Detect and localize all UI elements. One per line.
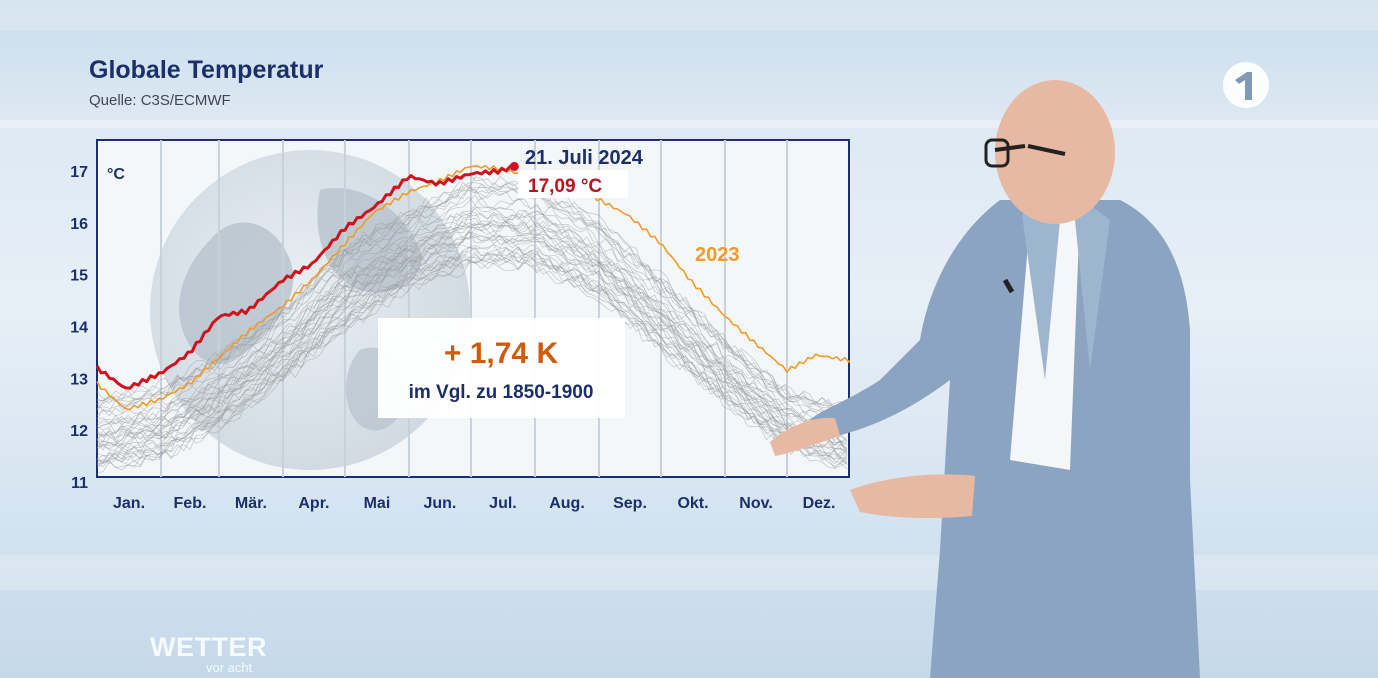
historical-year-line xyxy=(96,238,848,457)
x-tick-label: Okt. xyxy=(677,495,708,512)
temperature-chart: 11 12 13 14 15 16 17 Jan. Feb. Mär. Apr. Mai Jun. Ju… xyxy=(70,139,850,512)
x-tick-label: Jan. xyxy=(113,495,145,512)
callout-date: 21. Juli 2024 xyxy=(525,147,644,169)
anomaly-box: + 1,74 K im Vgl. zu 1850-1900 xyxy=(378,318,625,418)
historical-year-line xyxy=(96,204,847,427)
x-tick-label: Mär. xyxy=(235,495,267,512)
x-tick-label: Jul. xyxy=(489,495,517,512)
latest-value-point xyxy=(509,161,519,171)
y-tick-label: 16 xyxy=(70,216,88,233)
x-tick-label: Aug. xyxy=(549,495,585,512)
chart-title: Globale Temperatur xyxy=(89,56,324,84)
y-tick-label: 14 xyxy=(70,320,88,337)
x-axis-ticks: Jan. Feb. Mär. Apr. Mai Jun. Jul. Aug. Sep. Okt. N… xyxy=(113,495,835,512)
historical-year-line xyxy=(96,196,848,430)
chart-source: Quelle: C3S/ECMWF xyxy=(89,92,231,109)
anomaly-caption: im Vgl. zu 1850-1900 xyxy=(409,382,594,403)
x-tick-label: Apr. xyxy=(298,495,329,512)
y-axis-ticks: 11 12 13 14 15 16 17 xyxy=(70,164,88,492)
background-band xyxy=(0,120,1378,128)
historical-year-line xyxy=(96,222,847,445)
historical-year-line xyxy=(96,184,848,415)
historical-year-line xyxy=(96,207,847,433)
y-tick-label: 13 xyxy=(70,371,88,388)
x-tick-label: Sep. xyxy=(613,495,647,512)
historical-year-line xyxy=(96,251,848,466)
anomaly-value: + 1,74 K xyxy=(444,337,559,370)
historical-year-line xyxy=(96,227,848,450)
historical-year-line xyxy=(96,250,848,464)
historical-year-line xyxy=(96,220,848,444)
show-name: WETTER xyxy=(150,632,267,662)
x-tick-label: Jun. xyxy=(423,495,456,512)
historical-year-line xyxy=(96,209,848,436)
background-band xyxy=(0,0,1378,30)
historical-year-line xyxy=(96,230,848,453)
y-tick-label: 11 xyxy=(71,475,88,492)
historical-year-line xyxy=(96,183,848,413)
latest-value-callout: 21. Juli 2024 17,09 °C xyxy=(518,147,644,198)
historical-year-line xyxy=(96,250,848,465)
series-2023-label: 2023 xyxy=(695,244,740,266)
series-lines xyxy=(95,161,850,411)
series-2024-line xyxy=(95,164,516,390)
x-tick-label: Mai xyxy=(364,495,391,512)
x-tick-label: Nov. xyxy=(739,495,772,512)
ard-one-logo-icon xyxy=(1223,62,1269,108)
y-tick-label: 12 xyxy=(70,423,88,440)
callout-value: 17,09 °C xyxy=(528,176,602,197)
x-tick-label: Dez. xyxy=(803,495,836,512)
presenter-figure xyxy=(770,80,1200,678)
x-tick-label: Feb. xyxy=(174,495,207,512)
historical-series-band xyxy=(96,173,848,474)
historical-year-line xyxy=(96,173,847,409)
historical-year-line xyxy=(96,187,847,417)
y-axis-unit: °C xyxy=(107,166,125,183)
show-subtitle: vor acht xyxy=(206,660,253,675)
historical-year-line xyxy=(96,216,848,442)
show-logo: WETTER vor acht xyxy=(150,632,267,675)
series-2023-line xyxy=(96,164,850,411)
y-tick-label: 17 xyxy=(70,164,88,181)
y-tick-label: 15 xyxy=(70,268,88,285)
